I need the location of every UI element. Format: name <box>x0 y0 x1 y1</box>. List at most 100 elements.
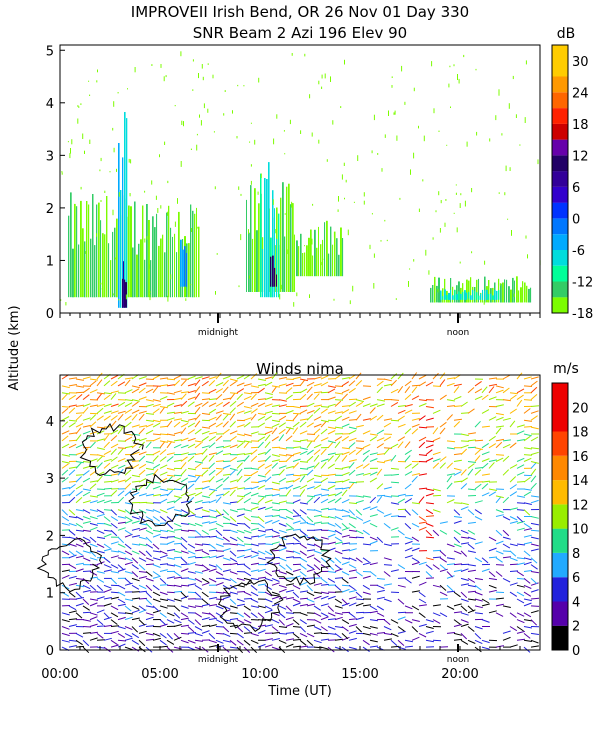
wind-barb <box>208 549 218 552</box>
wind-barb <box>341 534 350 538</box>
wind-barb <box>110 644 119 648</box>
wind-barb <box>306 624 315 627</box>
wind-barb <box>82 461 91 463</box>
wind-barb <box>208 527 217 531</box>
wind-barb <box>306 441 313 449</box>
wind-barb <box>110 639 118 646</box>
wind-barb <box>75 427 82 435</box>
wind-barb <box>285 616 294 621</box>
wind-barb <box>341 633 349 640</box>
wind-barb <box>229 392 239 394</box>
wind-barb <box>117 612 127 614</box>
wind-barb <box>313 543 322 549</box>
snr-speck <box>157 208 159 213</box>
wind-barb <box>131 474 140 478</box>
snr-speck <box>446 144 448 146</box>
wind-barb <box>285 502 295 504</box>
snr-speck <box>391 76 393 78</box>
wind-barb <box>362 495 371 498</box>
wind-barb <box>299 645 308 648</box>
snr-speck <box>240 193 242 196</box>
snr-speck <box>151 180 153 185</box>
wind-barb <box>348 623 357 627</box>
wind-barb <box>194 386 201 394</box>
wind-barb <box>376 612 385 617</box>
wind-barb <box>75 550 83 556</box>
wind-barb <box>215 582 224 586</box>
wind-barb <box>523 447 532 450</box>
snr-speck <box>116 168 117 172</box>
snr-speck <box>425 249 427 256</box>
wind-barb <box>502 496 510 504</box>
snr-colorbar-bin <box>552 297 568 313</box>
wind-barb <box>236 374 245 380</box>
wind-barb <box>362 385 372 387</box>
wind-barb <box>124 612 133 615</box>
wind-barb <box>320 391 330 394</box>
wind-barb <box>89 380 97 387</box>
wind-barb <box>145 482 152 490</box>
wind-barb <box>131 438 140 442</box>
wind-barb <box>313 571 321 578</box>
wind-barb <box>320 381 329 387</box>
wind-barb <box>425 457 434 462</box>
wind-barb <box>334 564 342 570</box>
wind-barb <box>334 584 342 591</box>
wind-barb <box>208 639 217 644</box>
wind-barb <box>509 591 518 597</box>
wind-barb <box>474 626 483 630</box>
wind-barb <box>61 476 69 483</box>
wind-barb <box>523 557 532 561</box>
winds-colorbar-unit: m/s <box>553 361 579 377</box>
wind-barb <box>320 494 329 497</box>
wind-barb <box>145 536 153 543</box>
wind-barb <box>243 626 251 632</box>
wind-barb <box>362 562 371 566</box>
wind-barb <box>341 515 351 517</box>
wind-barb <box>271 535 280 538</box>
wind-barb <box>236 487 245 490</box>
wind-barb <box>166 639 175 645</box>
snr-speck <box>293 302 295 307</box>
wind-barb <box>103 624 112 627</box>
wind-barb <box>516 557 525 560</box>
wind-barb <box>467 521 476 524</box>
wind-barb <box>285 612 295 614</box>
wind-barb <box>523 491 532 497</box>
wind-barb <box>124 533 133 538</box>
wind-barb <box>243 598 253 600</box>
wind-barb <box>180 591 188 599</box>
wind-barb <box>432 612 441 617</box>
wind-barb <box>208 520 217 524</box>
wind-barb <box>362 463 370 469</box>
wind-barb <box>299 571 307 577</box>
wind-barb <box>299 632 308 638</box>
wind-barb <box>467 569 476 572</box>
snr-cell <box>470 277 472 303</box>
wind-barb <box>215 460 225 462</box>
wind-barb <box>362 529 370 536</box>
wind-barb <box>516 598 525 604</box>
snr-speck <box>117 92 119 94</box>
snr-cell <box>292 203 294 292</box>
wind-barb <box>460 433 469 437</box>
wind-barb <box>180 595 189 600</box>
wind-barb <box>222 536 230 543</box>
wind-barb <box>124 516 133 521</box>
wind-barb <box>348 569 357 572</box>
wind-barb <box>306 414 314 421</box>
wind-barb <box>341 393 348 400</box>
wind-barb <box>229 646 238 649</box>
wind-barb <box>264 550 273 556</box>
wind-barb <box>460 440 470 442</box>
wind-barb <box>215 555 224 559</box>
wind-barb <box>439 372 446 380</box>
winds-ytick-label: 1 <box>46 587 54 602</box>
winds-colorbar-bin <box>552 528 568 553</box>
snr-speck <box>197 226 199 229</box>
wind-barb <box>250 605 259 608</box>
wind-barb <box>61 612 70 616</box>
wind-barb <box>61 639 70 643</box>
snr-cell <box>274 208 275 298</box>
snr-speck <box>395 298 397 300</box>
